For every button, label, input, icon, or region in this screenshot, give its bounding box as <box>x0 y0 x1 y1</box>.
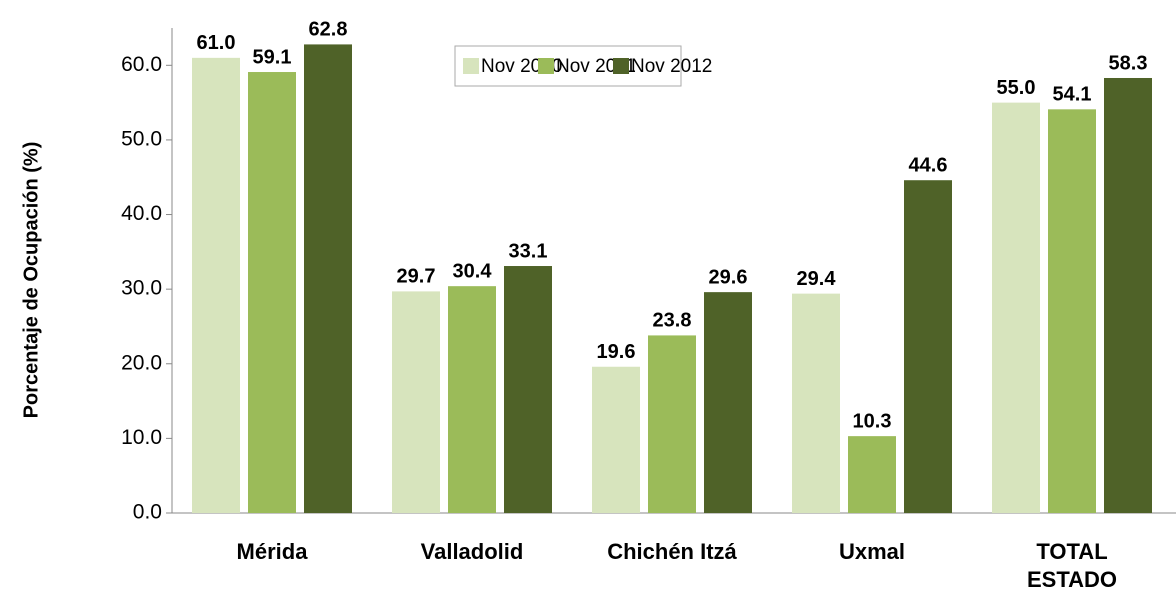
value-label: 29.6 <box>709 266 748 288</box>
bar <box>992 102 1040 513</box>
y-tick-label: 60.0 <box>121 53 162 76</box>
legend-swatch <box>538 58 554 74</box>
legend-box <box>454 45 682 87</box>
legend-swatch <box>613 58 629 74</box>
value-label: 55.0 <box>997 77 1036 99</box>
value-label: 58.3 <box>1109 52 1148 74</box>
y-axis-label: Porcentaje de Ocupación (%) <box>20 142 42 419</box>
y-tick-label: 20.0 <box>121 351 162 374</box>
value-label: 29.7 <box>397 266 436 288</box>
x-tick-label: Mérida <box>236 539 308 564</box>
bar <box>1048 109 1096 513</box>
bar <box>392 291 440 513</box>
y-tick-label: 10.0 <box>121 426 162 449</box>
x-tick-label: TOTAL ESTADO <box>1026 539 1118 592</box>
x-tick-label: Chichén Itzá <box>607 539 737 564</box>
legend-swatch <box>463 58 479 74</box>
value-label: 62.8 <box>309 19 348 41</box>
value-label: 61.0 <box>197 32 236 54</box>
bar <box>848 436 896 513</box>
y-tick-label: 30.0 <box>121 277 162 300</box>
value-label: 44.6 <box>909 154 948 176</box>
bar <box>192 57 240 513</box>
y-tick-label: 50.0 <box>121 127 162 150</box>
value-label: 23.8 <box>653 310 692 332</box>
value-label: 30.4 <box>453 260 493 282</box>
bar <box>1104 77 1152 513</box>
value-label: 59.1 <box>253 46 292 68</box>
bar <box>248 72 296 514</box>
value-label: 19.6 <box>597 341 636 363</box>
value-label: 29.4 <box>797 268 837 290</box>
bar <box>592 366 640 513</box>
legend-label: Nov 2012 <box>631 56 712 77</box>
bar <box>904 180 952 513</box>
x-tick-label: Uxmal <box>838 539 906 564</box>
bar <box>648 335 696 513</box>
bar <box>792 293 840 513</box>
y-tick-label: 40.0 <box>121 202 162 225</box>
value-label: 33.1 <box>509 240 548 262</box>
bar <box>704 292 752 513</box>
y-tick-label: 0.0 <box>133 501 162 524</box>
x-tick-label: Valladolid <box>420 539 524 564</box>
bar <box>504 266 552 513</box>
bar <box>304 44 352 514</box>
bar <box>448 286 496 513</box>
value-label: 10.3 <box>853 410 892 432</box>
value-label: 54.1 <box>1053 84 1092 106</box>
